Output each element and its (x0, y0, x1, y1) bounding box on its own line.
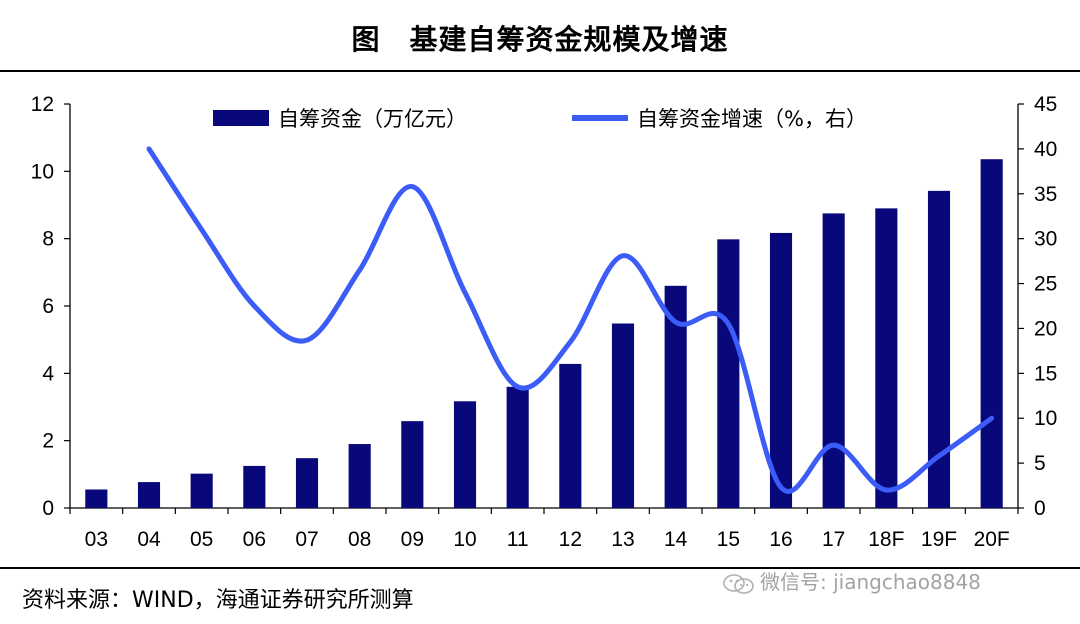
left-tick-label: 2 (42, 430, 54, 453)
bar (453, 401, 477, 508)
title-divider (0, 70, 1080, 72)
bar (85, 489, 108, 508)
bar (295, 458, 319, 508)
bar (243, 465, 266, 508)
growth-line (146, 146, 995, 494)
bar (137, 482, 161, 508)
legend: 自筹资金（万亿元） 自筹资金增速（%，右） (213, 107, 867, 131)
chart-title: 图 基建自筹资金规模及增速 (351, 23, 729, 56)
right-tick-label: 45 (1034, 93, 1057, 116)
legend-label-line: 自筹资金增速（%，右） (637, 107, 867, 131)
bar (717, 239, 740, 508)
x-tick-label: 08 (348, 528, 371, 551)
bar (401, 421, 424, 508)
wechat-icon (723, 573, 754, 594)
bar (348, 444, 371, 508)
line-series (146, 146, 995, 494)
bar (611, 323, 635, 508)
bar (190, 473, 213, 508)
left-tick-label: 12 (31, 93, 54, 116)
x-tick-label: 03 (85, 528, 108, 551)
bar (927, 190, 951, 509)
x-tick-label: 10 (453, 528, 476, 551)
title-area: 图 基建自筹资金规模及增速 (0, 0, 1080, 72)
left-tick-label: 4 (42, 362, 54, 385)
x-tick-label: 09 (401, 528, 424, 551)
x-tick-label: 14 (664, 528, 688, 551)
bar (980, 159, 1003, 509)
x-tick-label: 11 (507, 528, 529, 551)
left-tick-label: 10 (31, 160, 54, 183)
left-tick-label: 6 (42, 295, 54, 318)
x-tick-label: 12 (559, 528, 582, 551)
x-tick-label: 04 (137, 528, 161, 551)
x-tick-label: 17 (822, 528, 845, 551)
x-tick-label: 18F (868, 528, 904, 551)
footer-divider (0, 567, 1080, 569)
right-tick-label: 5 (1034, 452, 1046, 475)
x-tick-label: 19F (921, 528, 957, 551)
right-tick-label: 25 (1034, 273, 1057, 296)
bar-series (85, 159, 1003, 509)
right-tick-label: 40 (1034, 138, 1057, 161)
x-tick-label: 07 (295, 528, 318, 551)
legend-label-bars: 自筹资金（万亿元） (278, 107, 467, 131)
left-tick-label: 0 (42, 497, 54, 520)
watermark: 微信号: jiangchao8848 (722, 566, 981, 595)
left-tick-label: 8 (42, 228, 54, 251)
right-tick-label: 10 (1034, 407, 1057, 430)
watermark-text: 微信号: jiangchao8848 (760, 570, 981, 594)
right-tick-label: 0 (1034, 497, 1046, 520)
x-tick-label: 06 (243, 528, 266, 551)
bar (559, 363, 582, 508)
right-tick-label: 15 (1034, 362, 1057, 385)
right-tick-label: 35 (1034, 183, 1057, 206)
source-note: 资料来源：WIND，海通证券研究所测算 (22, 588, 414, 613)
bar (506, 386, 529, 508)
x-tick-label: 16 (769, 528, 792, 551)
x-tick-label: 20F (974, 528, 1010, 551)
x-tick-label: 13 (611, 528, 634, 551)
x-tick-label: 15 (717, 528, 740, 551)
bar (875, 208, 898, 508)
bar (664, 285, 687, 508)
bar (769, 232, 793, 508)
right-tick-label: 30 (1034, 228, 1057, 251)
right-tick-label: 20 (1034, 317, 1057, 340)
bar (822, 213, 845, 508)
x-tick-label: 05 (190, 528, 213, 551)
legend-swatch-bars (213, 110, 269, 126)
